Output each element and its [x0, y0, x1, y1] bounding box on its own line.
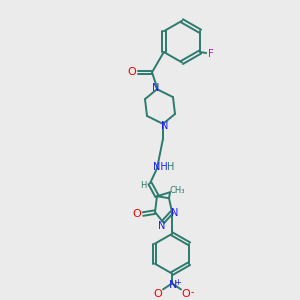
Text: O: O	[128, 67, 136, 77]
Text: H: H	[167, 163, 175, 172]
Text: O: O	[133, 209, 141, 219]
Text: H: H	[140, 181, 146, 190]
Text: +: +	[175, 278, 182, 287]
Text: O: O	[182, 289, 190, 299]
Text: CH₃: CH₃	[169, 186, 185, 195]
Text: N: N	[158, 221, 166, 231]
Text: N: N	[169, 280, 177, 290]
Text: O: O	[154, 289, 162, 299]
Text: F: F	[208, 49, 214, 59]
Text: N: N	[171, 208, 179, 218]
Text: NH: NH	[153, 163, 167, 172]
Text: -: -	[190, 287, 194, 297]
Text: N: N	[161, 121, 169, 131]
Text: N: N	[152, 83, 160, 93]
